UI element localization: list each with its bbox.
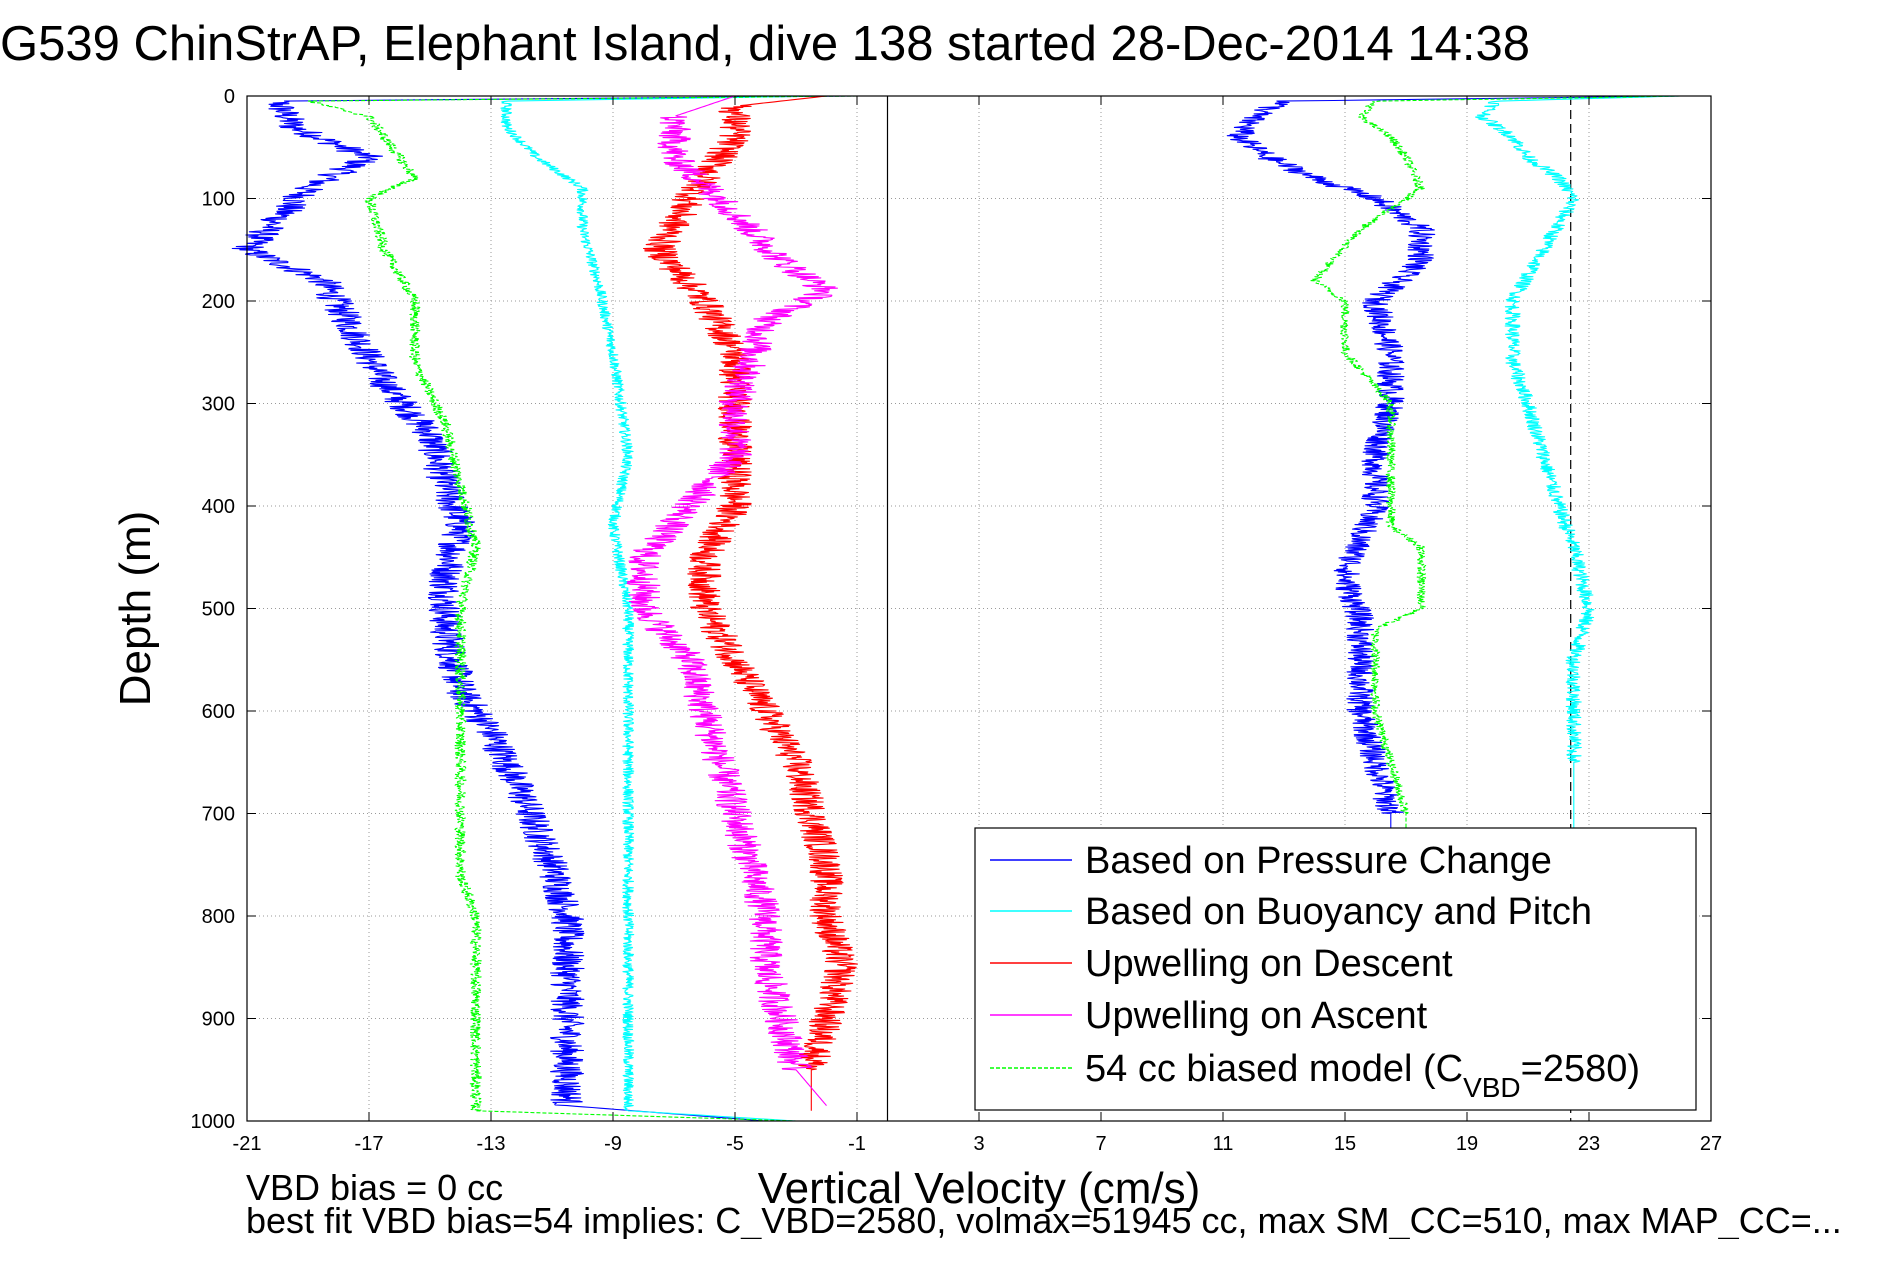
x-tick-label: 27 (1700, 1133, 1722, 1155)
series-upwelling_ascent (626, 95, 838, 1106)
x-tick-label: 23 (1578, 1133, 1600, 1155)
legend-label-main: 54 cc biased model (C (1085, 1048, 1463, 1090)
x-tick-label: -13 (477, 1133, 506, 1155)
y-tick-label: 700 (202, 804, 235, 826)
x-tick-label: -17 (355, 1133, 384, 1155)
y-tick-label: 500 (202, 599, 235, 621)
series-buoyancy_descent (500, 95, 827, 1122)
x-tick-label: 19 (1456, 1133, 1478, 1155)
best-fit-note: best fit VBD bias=54 implies: C_VBD=2580… (246, 1203, 1842, 1239)
y-tick-label: 0 (224, 86, 235, 108)
y-tick-label: 600 (202, 701, 235, 723)
x-tick-label: -1 (848, 1133, 866, 1155)
y-tick-label: 400 (202, 496, 235, 518)
series-pressure_descent (231, 95, 858, 1122)
series-pressure_ascent (1226, 95, 1681, 834)
series-buoyancy_ascent (1475, 95, 1681, 834)
x-tick-label: -5 (726, 1133, 744, 1155)
page-title: G539 ChinStrAP, Elephant Island, dive 13… (0, 17, 1530, 71)
series-upwelling_descent (642, 95, 858, 1111)
legend-box (974, 827, 1697, 1111)
legend-label-sub: VBD (1463, 1072, 1521, 1103)
legend-label: 54 cc biased model (CVBD=2580) (1085, 1048, 1640, 1103)
grid-lines (247, 96, 1711, 1121)
legend-label: Upwelling on Ascent (1085, 995, 1428, 1037)
y-tick-label: 100 (202, 189, 235, 211)
vbd-bias-note: VBD bias = 0 cc (246, 1167, 504, 1208)
series-lines (231, 95, 1681, 1122)
legend-label: Based on Pressure Change (1085, 840, 1552, 882)
y-tick-label: 300 (202, 394, 235, 416)
x-tick-label: 3 (973, 1133, 984, 1155)
series-model_ascent (1309, 95, 1681, 834)
legend-label-end: =2580) (1521, 1048, 1640, 1090)
x-tick-label: -21 (233, 1133, 262, 1155)
legend-label: Based on Buoyancy and Pitch (1085, 891, 1592, 933)
x-tick-label: -9 (604, 1133, 622, 1155)
axis-ticks: -21 -17 -13 -9 -5 -1 3 7 11 15 19 23 270100200300400… (191, 86, 1723, 1155)
legend: Based on Pressure Change Based on Buoyanc… (974, 827, 1697, 1111)
legend-label: Upwelling on Descent (1085, 943, 1453, 985)
y-tick-label: 900 (202, 1009, 235, 1031)
x-tick-label: 15 (1334, 1133, 1356, 1155)
y-tick-label: 800 (202, 906, 235, 928)
x-tick-label: 7 (1095, 1133, 1106, 1155)
x-axis-label: Vertical Velocity (cm/s) (758, 1164, 1201, 1213)
series-model_descent (307, 95, 858, 1122)
y-axis-label: Depth (m) (111, 511, 160, 707)
x-tick-label: 11 (1213, 1133, 1234, 1155)
y-tick-label: 200 (202, 291, 235, 313)
y-tick-label: 1000 (191, 1111, 236, 1133)
